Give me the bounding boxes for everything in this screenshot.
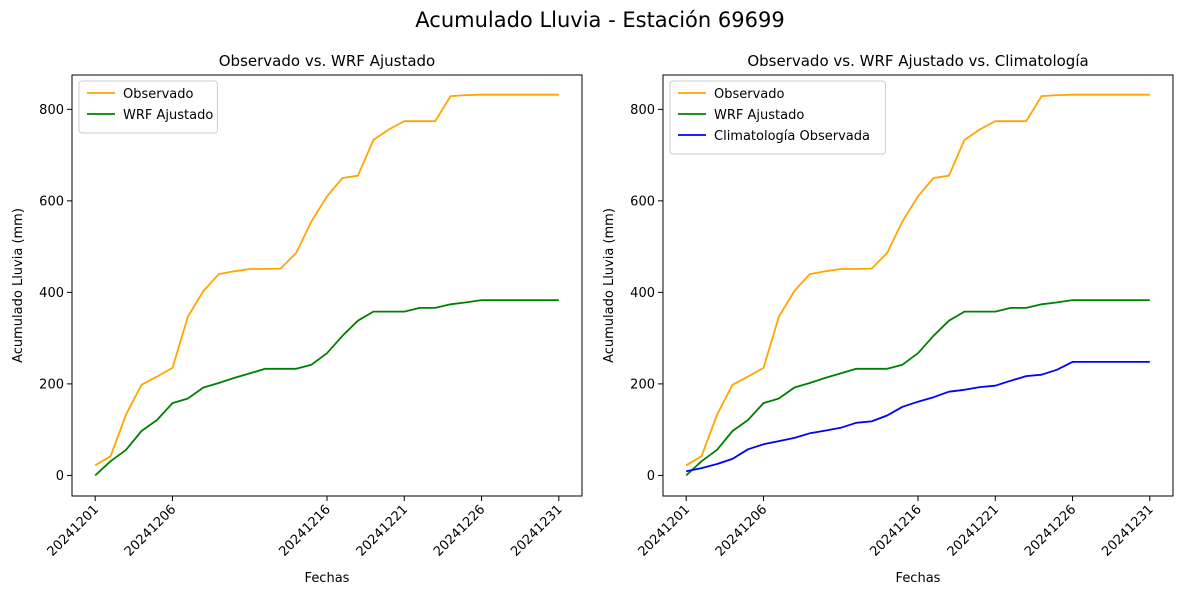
legend-frame: [78, 80, 218, 134]
y-tick-label: 600: [630, 194, 655, 209]
x-tick-label: 20241206: [122, 502, 179, 559]
x-tick-label: 20241221: [354, 502, 411, 559]
x-tick-label: 20241226: [1022, 502, 1079, 559]
x-tick-label: 20241201: [636, 502, 693, 559]
x-tick-label: 20241231: [1099, 502, 1156, 559]
y-tick-label: 800: [39, 103, 64, 118]
series-line-observado: [685, 93, 1150, 467]
x-tick-label: 20241231: [508, 502, 565, 559]
y-tick-label: 400: [630, 286, 655, 301]
series-line-wrf-ajustado: [94, 299, 559, 477]
x-tick-label: 20241226: [431, 502, 488, 559]
y-tick-label: 400: [39, 286, 64, 301]
subplot-title: Observado vs. WRF Ajustado vs. Climatolo…: [747, 52, 1088, 70]
legend-label: WRF Ajustado: [714, 108, 804, 123]
y-axis-label: Acumulado Lluvia (mm): [11, 208, 26, 363]
legend-label: Observado: [123, 87, 194, 102]
legend: Observado WRF Ajustado: [78, 80, 218, 134]
figure-title: Acumulado Lluvia - Estación 69699: [415, 8, 785, 32]
x-tick-label: 20241221: [945, 502, 1002, 559]
legend-label: WRF Ajustado: [123, 108, 213, 123]
series-line-wrf-ajustado: [685, 299, 1150, 477]
subplot-title: Observado vs. WRF Ajustado: [219, 52, 435, 70]
y-tick-label: 800: [630, 103, 655, 118]
y-axis-label: Acumulado Lluvia (mm): [602, 208, 617, 363]
y-tick-label: 0: [647, 469, 655, 484]
y-tick-label: 600: [39, 194, 64, 209]
x-tick-label: 20241206: [713, 502, 770, 559]
x-tick-label: 20241216: [867, 502, 924, 559]
x-axis-label: Fechas: [896, 571, 941, 586]
legend-frame: [669, 80, 886, 155]
subplot-2: Observado vs. WRF Ajustado vs. Climatolo…: [602, 52, 1174, 586]
x-axis-label: Fechas: [305, 571, 350, 586]
y-tick-label: 200: [630, 377, 655, 392]
axes-frame: [71, 74, 583, 497]
series-line-climatolog-a-observada: [686, 360, 1150, 473]
legend: Observado WRF Ajustado Climatología Observ…: [669, 80, 886, 155]
x-tick-label: 20241216: [276, 502, 333, 559]
y-tick-label: 200: [39, 377, 64, 392]
y-tick-label: 0: [56, 469, 64, 484]
legend-label: Climatología Observada: [714, 129, 870, 144]
series-line-observado: [94, 93, 559, 467]
x-tick-label: 20241201: [45, 502, 102, 559]
subplot-1: Observado vs. WRF Ajustado 0 200 400 600 800 2…: [11, 52, 583, 586]
legend-label: Observado: [714, 87, 785, 102]
